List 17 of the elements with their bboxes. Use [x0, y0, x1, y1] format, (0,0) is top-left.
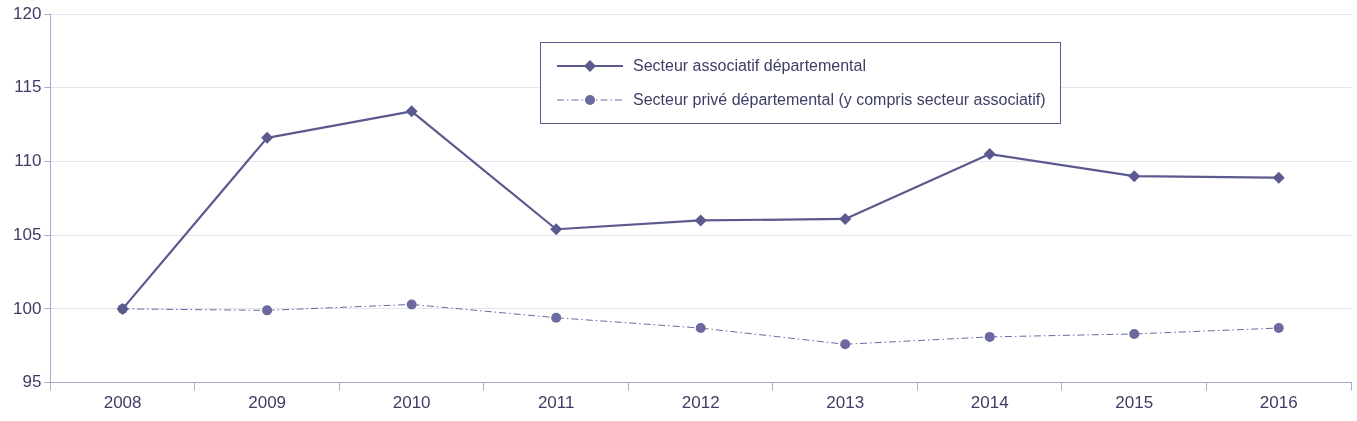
- x-tick-label: 2008: [103, 393, 142, 413]
- x-tick-label: 2015: [1115, 393, 1154, 413]
- y-tick-label: 110: [14, 151, 42, 171]
- x-tick-label: 2012: [681, 393, 720, 413]
- x-tick-label: 2009: [248, 393, 287, 413]
- y-tick-label: 100: [12, 298, 42, 318]
- x-tick-label: 2013: [826, 393, 865, 413]
- x-tick-label: 2014: [970, 393, 1009, 413]
- x-tick-label: 2010: [392, 393, 431, 413]
- x-tick-label: 2011: [537, 393, 575, 413]
- legend-label: Secteur associatif départemental: [633, 57, 867, 75]
- y-tick-label: 95: [22, 372, 42, 392]
- y-tick-label: 115: [14, 77, 42, 97]
- x-tick-label: 2016: [1259, 393, 1298, 413]
- y-tick-label: 120: [12, 3, 42, 23]
- legend-label: Secteur privé départemental (y compris secteur associatif): [633, 91, 1046, 109]
- y-tick-label: 105: [12, 224, 42, 244]
